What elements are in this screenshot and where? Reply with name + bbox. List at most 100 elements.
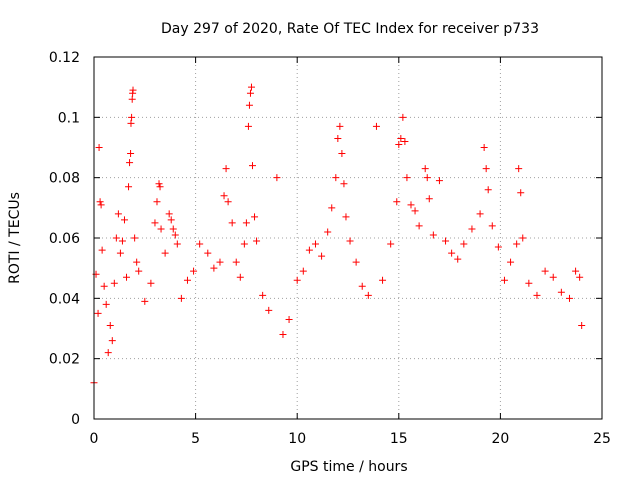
- data-point: [448, 249, 456, 257]
- data-point: [247, 83, 255, 91]
- data-point: [403, 174, 411, 182]
- data-point: [364, 291, 372, 299]
- data-point: [358, 282, 366, 290]
- data-point: [533, 291, 541, 299]
- y-tick-label: 0.04: [49, 291, 80, 307]
- data-point: [253, 237, 261, 245]
- data-point: [324, 228, 332, 236]
- data-point: [557, 288, 565, 296]
- data-point: [305, 246, 313, 254]
- data-point: [332, 174, 340, 182]
- data-point: [488, 222, 496, 230]
- data-point: [125, 183, 133, 191]
- y-axis-label: ROTI / TECUs: [7, 192, 23, 284]
- data-point: [279, 331, 287, 339]
- x-tick-label: 25: [593, 431, 611, 447]
- data-point: [135, 267, 143, 275]
- data-point: [128, 113, 136, 121]
- data-point: [372, 122, 380, 130]
- data-point: [379, 276, 387, 284]
- data-point: [411, 207, 419, 215]
- data-point: [169, 225, 177, 233]
- data-point: [220, 192, 228, 200]
- data-point: [157, 225, 165, 233]
- x-tick-label: 10: [288, 431, 306, 447]
- data-point: [435, 177, 443, 185]
- x-axis-label: GPS time / hours: [290, 459, 407, 475]
- data-point: [468, 225, 476, 233]
- data-point: [141, 297, 149, 305]
- data-point: [236, 273, 244, 281]
- data-point: [318, 252, 326, 260]
- data-point: [127, 150, 135, 158]
- x-tick-label: 5: [191, 431, 200, 447]
- data-point: [513, 240, 521, 248]
- data-point: [98, 246, 106, 254]
- data-point: [171, 231, 179, 239]
- axis-ticks: 0 5 10 15 20 25 0 0.02 0.04 0.06 0.08 0.1 0.12: [49, 50, 611, 447]
- data-point: [285, 315, 293, 323]
- data-point: [342, 213, 350, 221]
- y-tick-label: 0: [71, 412, 80, 428]
- data-point: [96, 198, 104, 206]
- data-point: [395, 140, 403, 148]
- data-point: [126, 159, 134, 167]
- data-point: [228, 219, 236, 227]
- data-point: [397, 134, 405, 142]
- data-point: [273, 174, 281, 182]
- data-point: [110, 279, 118, 287]
- data-point: [97, 201, 105, 209]
- data-point: [131, 234, 139, 242]
- data-point: [232, 258, 240, 266]
- data-point: [112, 234, 120, 242]
- data-point: [340, 180, 348, 188]
- data-point: [123, 273, 131, 281]
- y-tick-label: 0.02: [49, 352, 80, 368]
- data-point: [114, 210, 122, 218]
- data-point: [299, 267, 307, 275]
- data-point: [572, 267, 580, 275]
- data-point: [116, 249, 124, 257]
- data-point: [259, 291, 267, 299]
- data-point: [525, 279, 533, 287]
- data-point: [401, 137, 409, 145]
- y-tick-label: 0.12: [49, 50, 80, 66]
- data-point: [399, 113, 407, 121]
- data-point: [95, 144, 103, 151]
- data-point: [334, 134, 342, 142]
- data-point: [210, 264, 218, 272]
- data-point: [423, 174, 431, 182]
- data-point: [454, 255, 462, 263]
- data-point: [515, 165, 523, 173]
- data-point: [293, 276, 301, 284]
- data-point: [156, 183, 164, 191]
- data-point: [328, 204, 336, 212]
- data-point: [500, 276, 508, 284]
- y-tick-label: 0.08: [49, 171, 80, 187]
- data-point: [565, 294, 573, 302]
- data-point: [482, 165, 490, 173]
- data-point: [346, 237, 354, 245]
- data-point: [480, 144, 488, 151]
- data-point: [100, 282, 108, 290]
- data-point: [155, 180, 163, 188]
- data-point: [251, 213, 259, 221]
- data-point: [387, 240, 395, 248]
- data-point: [94, 309, 102, 317]
- data-point: [106, 321, 114, 329]
- data-point: [245, 101, 253, 109]
- data-point: [246, 89, 254, 97]
- data-point: [494, 243, 502, 251]
- data-point: [425, 195, 433, 203]
- data-point: [484, 186, 492, 194]
- data-point: [151, 219, 159, 227]
- data-point: [421, 165, 429, 173]
- data-point: [311, 240, 319, 248]
- data-point: [336, 122, 344, 130]
- data-point: [442, 237, 450, 245]
- data-point: [242, 219, 250, 227]
- data-point: [129, 86, 137, 94]
- data-point: [407, 201, 415, 209]
- data-point: [167, 216, 175, 224]
